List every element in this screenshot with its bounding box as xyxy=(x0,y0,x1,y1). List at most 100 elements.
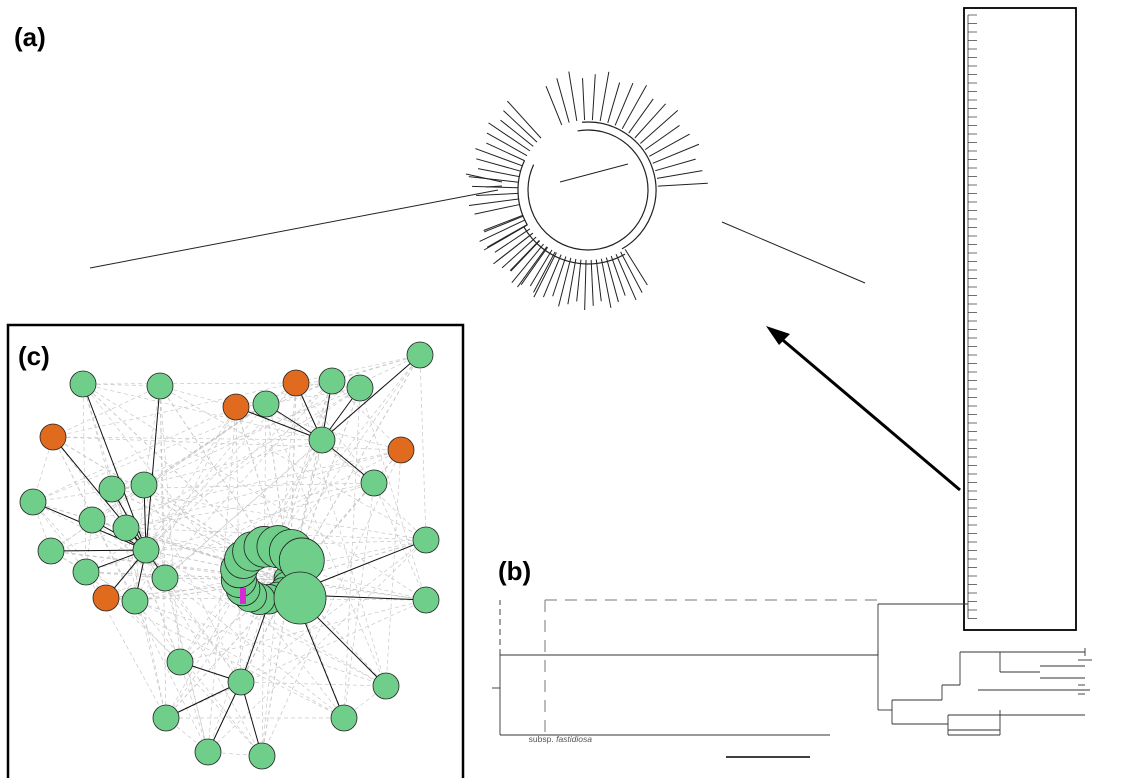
network-node xyxy=(69,370,97,398)
network-edge xyxy=(179,439,323,663)
tree-branch xyxy=(483,224,528,251)
tree-branch xyxy=(479,219,525,242)
tree-branch xyxy=(483,215,524,233)
panel-c-network xyxy=(19,341,440,770)
panel-a-letter: (a) xyxy=(14,22,46,52)
tree-branch xyxy=(476,158,521,172)
network-edge xyxy=(143,484,242,683)
network-edge xyxy=(125,527,167,719)
network-node xyxy=(227,668,255,696)
tree-branch xyxy=(477,168,520,178)
network-node xyxy=(112,514,140,542)
magenta-marker xyxy=(240,588,246,604)
network-node xyxy=(78,506,106,534)
tree-branch xyxy=(494,228,531,253)
network-edge xyxy=(91,403,267,521)
tree-branch xyxy=(533,252,557,298)
network-edge xyxy=(52,385,161,438)
tree-branch xyxy=(644,125,680,151)
network-node xyxy=(98,475,126,503)
network-edge xyxy=(159,385,291,581)
network-edge xyxy=(82,383,323,441)
network-edge xyxy=(159,385,427,541)
network-edge xyxy=(82,383,291,581)
backbone-arc xyxy=(582,121,657,250)
network-edge xyxy=(134,579,291,602)
tree-branch xyxy=(475,148,523,167)
network-node xyxy=(121,587,149,615)
network-edge xyxy=(125,527,291,581)
tree-branch xyxy=(542,254,562,298)
tree-branch xyxy=(509,240,540,271)
outgroup-branch xyxy=(465,173,503,183)
network-node xyxy=(152,704,180,732)
tree-branch xyxy=(468,176,519,183)
network-link xyxy=(165,681,242,719)
tree-branch xyxy=(624,249,648,286)
tree-branch xyxy=(496,232,534,262)
network-edge xyxy=(125,387,361,529)
tree-branch xyxy=(545,85,563,126)
backbone-arc xyxy=(523,226,626,265)
tree-branch xyxy=(556,78,570,123)
network-node xyxy=(318,367,346,395)
network-edge xyxy=(145,549,263,757)
network-node xyxy=(146,372,174,400)
network-edge xyxy=(105,597,427,601)
tree-branch xyxy=(552,256,567,297)
network-node xyxy=(252,390,280,418)
network-edge xyxy=(91,519,345,719)
tree-branch xyxy=(483,214,523,231)
network-edge xyxy=(82,383,427,601)
tree-branch xyxy=(576,259,582,302)
network-edge xyxy=(91,449,402,521)
tree-branch xyxy=(621,85,647,130)
panel-a-circular-tree xyxy=(89,71,866,310)
tree-branch xyxy=(529,249,553,287)
tree-branch xyxy=(595,259,602,302)
tree-branch xyxy=(582,78,586,121)
network-edge xyxy=(143,439,323,486)
tree-branch xyxy=(520,246,549,286)
network-edge xyxy=(235,406,291,581)
network-edge xyxy=(125,482,375,529)
network-edge xyxy=(134,600,387,687)
network-node xyxy=(330,704,358,732)
network-node xyxy=(194,738,222,766)
network-edge xyxy=(265,387,361,405)
network-edge xyxy=(145,549,387,687)
network-edge xyxy=(165,599,427,719)
network-edge xyxy=(159,385,167,719)
tree-branch xyxy=(640,109,679,144)
network-node xyxy=(72,558,100,586)
tree-branch xyxy=(558,257,572,307)
network-edge xyxy=(143,385,161,486)
tree-branch xyxy=(500,119,534,147)
network-link xyxy=(145,385,161,551)
tree-branch xyxy=(590,259,594,306)
network-node xyxy=(412,526,440,554)
network-node xyxy=(406,341,434,369)
tree-branch xyxy=(610,255,626,296)
tree-branch xyxy=(533,251,556,293)
tree-branch xyxy=(476,192,519,196)
network-edge xyxy=(289,539,427,581)
network-edge xyxy=(82,382,297,385)
network-edge xyxy=(105,597,345,719)
tree-branch xyxy=(656,170,703,179)
outgroup-branch xyxy=(485,185,503,188)
tree-branch xyxy=(517,246,548,288)
tree-branch xyxy=(486,132,528,157)
network-edge xyxy=(145,549,291,581)
backbone-arc xyxy=(527,129,649,251)
network-edge xyxy=(32,406,237,503)
network-edge xyxy=(240,681,387,687)
long-branch xyxy=(721,221,866,284)
tree-branch xyxy=(472,185,519,189)
outgroup-branch xyxy=(89,189,499,269)
tree-branch xyxy=(657,182,708,187)
network-node xyxy=(282,369,310,397)
network-edge xyxy=(50,550,291,581)
network-edge xyxy=(385,449,402,687)
network-edge xyxy=(235,403,267,408)
